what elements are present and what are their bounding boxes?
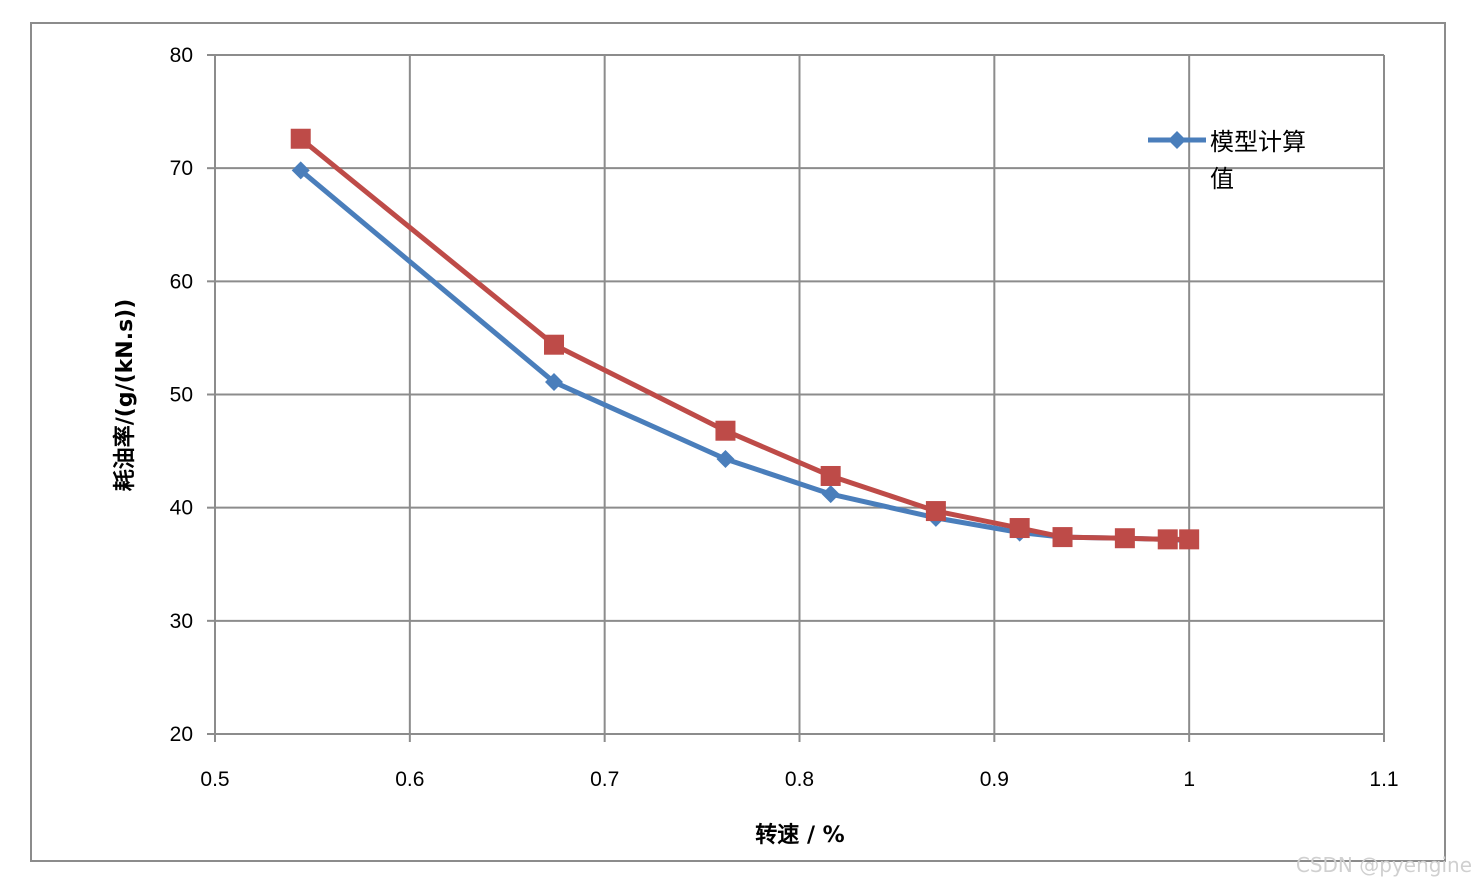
- grid-layer: [215, 54, 1385, 734]
- series-2-point: [1114, 528, 1135, 549]
- chart-frame: [30, 22, 1446, 862]
- legend-label-line2: 值: [1210, 165, 1234, 193]
- ticks-layer: 20 30 40 50 60 70 80 0.5 0.6 0.7 0.8 0.9 1 1.1: [170, 44, 1399, 791]
- x-tick-label: 0.5: [200, 768, 229, 791]
- y-tick-label: 70: [170, 157, 193, 180]
- series-2-point: [544, 334, 565, 355]
- x-tick-label: 0.8: [785, 768, 814, 791]
- series-layer: [290, 128, 1200, 550]
- watermark: CSDN @pyengine: [1296, 853, 1472, 877]
- x-tick-label: 0.7: [590, 768, 619, 791]
- legend: 模型计算 值: [1148, 128, 1306, 193]
- legend-label-line1: 模型计算: [1210, 128, 1306, 156]
- series-line-2: [299, 136, 1190, 542]
- x-tick-label: 0.9: [980, 768, 1009, 791]
- x-tick-label: 0.6: [395, 768, 424, 791]
- series-2-point: [925, 501, 946, 522]
- x-tick-label: 1: [1183, 768, 1195, 791]
- x-axis-title: 转速 / %: [755, 822, 844, 848]
- series-2-point: [1157, 529, 1178, 550]
- series-1-point: [291, 161, 310, 180]
- series-1-point: [821, 485, 840, 504]
- series-line-1: [299, 168, 1190, 543]
- axes-layer: [207, 54, 1385, 742]
- series-2-point: [1009, 518, 1030, 539]
- y-axis-title: 耗油率/(g/(kN.s)): [112, 299, 138, 492]
- y-tick-label: 30: [170, 610, 193, 633]
- y-tick-label: 50: [170, 384, 193, 407]
- y-tick-label: 20: [170, 723, 193, 746]
- series-2-point: [715, 420, 736, 441]
- series-2-point: [1052, 527, 1073, 548]
- y-tick-label: 40: [170, 497, 193, 520]
- series-2-point: [290, 128, 311, 149]
- legend-diamond-icon: [1168, 131, 1186, 149]
- series-1-point: [545, 373, 564, 392]
- series-2-point: [1179, 529, 1200, 550]
- series-1-point: [716, 450, 735, 469]
- y-tick-label: 60: [170, 270, 193, 293]
- x-tick-label: 1.1: [1369, 768, 1398, 791]
- y-tick-label: 80: [170, 44, 193, 67]
- series-2-point: [820, 465, 841, 486]
